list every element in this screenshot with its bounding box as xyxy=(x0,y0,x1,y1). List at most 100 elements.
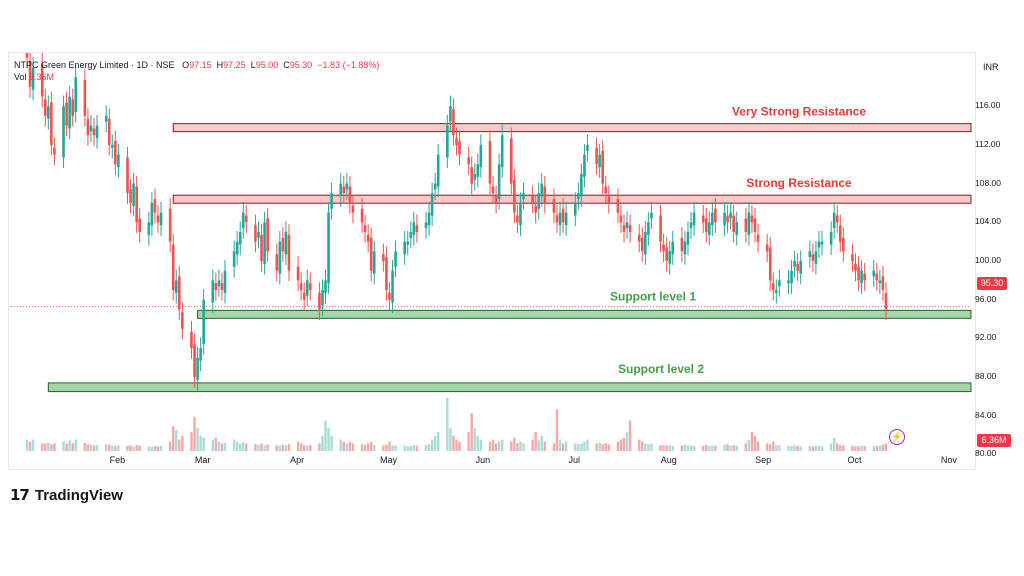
volume-bar xyxy=(159,445,163,451)
volume-bar xyxy=(108,444,111,451)
high-value: 97.25 xyxy=(223,60,246,70)
candle-body xyxy=(296,266,300,281)
candle-body xyxy=(211,280,215,303)
volume-bar xyxy=(223,442,227,451)
candle-body xyxy=(732,215,735,232)
candle-body xyxy=(735,222,739,235)
candle-body xyxy=(260,234,263,261)
lightning-icon[interactable]: ⚡ xyxy=(889,429,905,445)
volume-bar xyxy=(275,445,278,451)
volume-bar xyxy=(638,439,641,451)
candle-body xyxy=(129,189,132,203)
candle-body xyxy=(455,138,458,145)
volume-bar xyxy=(467,432,470,451)
candle-body xyxy=(382,254,385,261)
last-price-tag: 95.30 xyxy=(977,277,1007,290)
candle-body xyxy=(71,99,74,116)
candle-body xyxy=(564,212,568,226)
symbol-label[interactable]: NTPC Green Energy Limited · 1D · NSE xyxy=(14,60,175,70)
candle-body xyxy=(647,222,650,235)
candle-body xyxy=(394,251,397,267)
candle-body xyxy=(339,183,343,197)
candle-body xyxy=(683,241,687,255)
volume-bar xyxy=(650,443,653,451)
volume-bar xyxy=(799,446,802,451)
candle-body xyxy=(829,231,833,245)
candle-body xyxy=(878,280,882,284)
volume-bar xyxy=(543,441,547,451)
support-zone xyxy=(197,309,972,319)
volume-bar xyxy=(278,445,282,451)
close-label: C xyxy=(283,60,290,70)
volume-bar xyxy=(385,444,388,451)
candle-body xyxy=(519,202,522,226)
volume-bar xyxy=(729,445,732,451)
volume-bar xyxy=(851,445,854,451)
candle-body xyxy=(92,128,96,136)
candle-body xyxy=(775,290,778,293)
brand-name: TradingView xyxy=(34,486,123,504)
candle-body xyxy=(159,212,163,226)
candle-body xyxy=(104,115,108,122)
candle-body xyxy=(196,357,199,380)
candle-body xyxy=(65,102,68,126)
volume-bar xyxy=(147,446,151,451)
candle-body xyxy=(318,292,321,310)
candle-body xyxy=(446,125,449,158)
volume-bar xyxy=(586,439,589,451)
volume-bar xyxy=(369,441,373,451)
currency-label[interactable]: INR xyxy=(983,62,999,72)
volume-bar xyxy=(330,435,333,451)
tradingview-logo[interactable]: 17 TradingView xyxy=(10,486,123,504)
volume-bar xyxy=(190,432,193,451)
candle-body xyxy=(436,154,440,187)
volume-bar xyxy=(242,441,245,451)
candle-body xyxy=(330,193,333,209)
volume-bar xyxy=(373,444,376,451)
resistance-label: Very Strong Resistance xyxy=(732,105,866,119)
volume-bar xyxy=(756,441,760,451)
y-tick-label: 80.00 xyxy=(975,448,997,459)
volume-bar xyxy=(811,446,815,451)
volume-bar xyxy=(62,441,65,451)
resistance-zone xyxy=(172,123,972,133)
candle-body xyxy=(178,276,181,310)
resistance-label: Strong Resistance xyxy=(746,176,852,190)
volume-bar xyxy=(488,441,492,451)
volume-bar xyxy=(747,439,751,451)
volume-legend: Vol 6.36M xyxy=(14,72,54,82)
x-tick-label: Nov xyxy=(940,455,957,465)
candle-body xyxy=(174,280,178,293)
volume-bar xyxy=(491,439,495,451)
volume-bar xyxy=(281,444,285,451)
volume-bar xyxy=(321,435,324,451)
candle-body xyxy=(342,186,346,194)
volume-bar xyxy=(394,445,397,451)
candle-body xyxy=(327,212,330,284)
volume-bar xyxy=(726,444,729,451)
candle-body xyxy=(644,231,647,255)
candle-body xyxy=(711,212,714,226)
volume-bar xyxy=(665,445,668,451)
volume-bar xyxy=(44,443,47,451)
candle-body xyxy=(787,280,790,284)
candle-body xyxy=(409,231,413,238)
volume-bar xyxy=(689,445,693,451)
candle-body xyxy=(537,193,541,209)
volume-bar xyxy=(324,420,327,451)
volume-bar xyxy=(211,439,215,451)
candle-body xyxy=(43,99,47,116)
candle-body xyxy=(278,241,282,274)
candle-body xyxy=(62,106,65,158)
candle-body xyxy=(701,215,705,223)
candle-body xyxy=(74,77,78,113)
candle-body xyxy=(50,102,53,145)
candle-body xyxy=(510,138,513,184)
candle-body xyxy=(156,215,160,223)
volume-bar xyxy=(787,445,790,451)
volume-bar xyxy=(345,443,349,451)
price-chart[interactable]: Very Strong Resistance Strong Resistance S… xyxy=(9,53,975,469)
candle-body xyxy=(470,167,474,184)
volume-bar xyxy=(753,435,757,451)
candle-body xyxy=(388,292,391,300)
